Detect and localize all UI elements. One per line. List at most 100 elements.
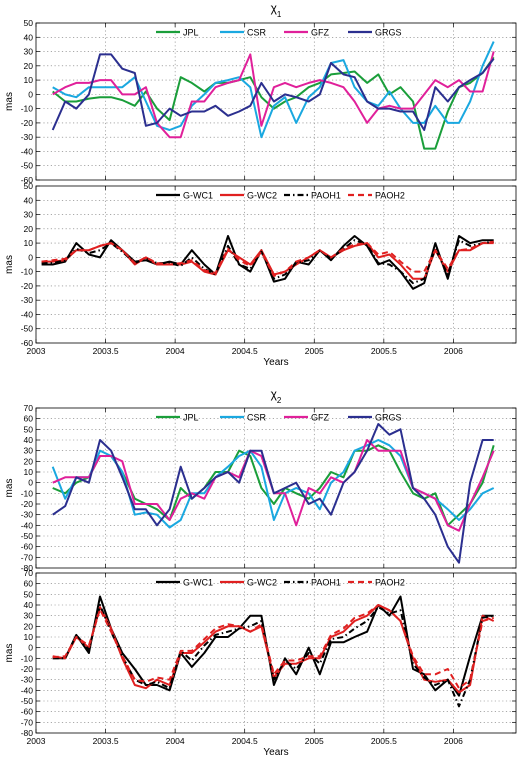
panel-title: χ1 (271, 1, 282, 19)
y-tick-label: -70 (21, 552, 34, 562)
x-tick-label: 2004.5 (232, 736, 258, 746)
legend-label: CSR (247, 413, 267, 423)
y-tick-label: 60 (24, 579, 34, 589)
y-tick-label: 30 (24, 611, 34, 621)
legend-label: G-WC1 (183, 578, 213, 588)
legend: JPL CSR GFZ GRGS (156, 413, 402, 423)
y-axis-label: mas (4, 255, 15, 274)
x-tick-label: 2005 (305, 346, 324, 356)
x-tick-label: 2004 (166, 346, 185, 356)
y-axis-label: mas (4, 92, 15, 111)
legend-label: PAOH1 (311, 191, 341, 201)
chart-panel-1: -60 -50 -40 -30 -20 -10 0 10 20 30 40 50 mas JPL CSR GF… (4, 18, 517, 185)
y-tick-label: 0 (28, 478, 33, 488)
series-line-csr (51, 439, 495, 529)
y-tick-label: 30 (24, 446, 34, 456)
y-tick-label: 0 (28, 252, 33, 262)
y-tick-label: -40 (21, 685, 34, 695)
x-tick-label: 2005 (305, 736, 324, 746)
y-tick-label: 50 (24, 589, 34, 599)
y-tick-label: -10 (21, 104, 34, 114)
y-tick-label: -40 (21, 520, 34, 530)
legend-label: GRGS (375, 28, 402, 38)
series-line-jpl (52, 444, 495, 527)
y-tick-label: -50 (21, 531, 34, 541)
x-tick-label: 2003 (27, 346, 46, 356)
legend-label: GFZ (311, 413, 329, 423)
y-axis-label: mas (4, 644, 15, 663)
y-tick-label: -30 (21, 295, 34, 305)
y-tick-label: -30 (21, 510, 34, 520)
x-axis-label: Years (263, 747, 288, 758)
y-tick-label: -80 (21, 563, 34, 573)
x-tick-label: 2004.5 (232, 346, 258, 356)
legend: G-WC1 G-WC2 PAOH1 PAOH2 (156, 578, 405, 588)
y-tick-label: -20 (21, 118, 34, 128)
panel-title: χ2 (271, 387, 282, 405)
y-tick-label: -40 (21, 146, 34, 156)
plot-frame (35, 22, 517, 181)
y-tick-label: 40 (24, 600, 34, 610)
series-line-paoh2 (52, 604, 494, 690)
y-tick-label: 10 (24, 75, 34, 85)
y-tick-label: 50 (24, 181, 34, 191)
y-tick-label: -70 (21, 717, 34, 727)
y-tick-label: -30 (21, 675, 34, 685)
legend: JPL CSR GFZ GRGS (156, 28, 402, 38)
series-line-jpl (52, 56, 495, 150)
legend-label: PAOH1 (311, 578, 341, 588)
y-tick-label: 20 (24, 224, 34, 234)
y-tick-label: -20 (21, 281, 34, 291)
legend-label: PAOH2 (375, 191, 405, 201)
legend-label: PAOH2 (375, 578, 405, 588)
x-tick-label: 2003.5 (93, 736, 119, 746)
x-axis-label: Years (263, 357, 288, 368)
y-tick-label: 50 (24, 424, 34, 434)
y-tick-label: -30 (21, 132, 34, 142)
y-tick-label: 40 (24, 435, 34, 445)
y-tick-label: -40 (21, 309, 34, 319)
x-tick-label: 2003 (27, 736, 46, 746)
legend-label: G-WC1 (183, 191, 213, 201)
series-line-grgs (51, 53, 495, 131)
y-tick-label: -20 (21, 499, 34, 509)
x-tick-label: 2003.5 (93, 346, 119, 356)
series-line-paoh2 (41, 240, 494, 277)
x-tick-label: 2005.5 (371, 736, 397, 746)
legend-label: JPL (183, 413, 199, 423)
y-tick-label: -60 (21, 542, 34, 552)
plot-frame (35, 572, 517, 734)
y-tick-label: -50 (21, 696, 34, 706)
y-tick-label: 0 (28, 89, 33, 99)
y-tick-label: 70 (24, 568, 34, 578)
y-tick-label: -50 (21, 324, 34, 334)
series-line-grgs (52, 423, 494, 564)
y-axis-label: mas (4, 479, 15, 498)
legend-label: GFZ (311, 28, 329, 38)
legend-label: GRGS (375, 413, 402, 423)
series-line-paoh1 (52, 604, 494, 708)
x-tick-label: 2006 (444, 346, 463, 356)
x-tick-label: 2005.5 (371, 346, 397, 356)
y-tick-label: 50 (24, 18, 34, 28)
y-tick-label: -20 (21, 664, 34, 674)
y-tick-label: -10 (21, 488, 34, 498)
legend-label: G-WC2 (247, 191, 277, 201)
legend-label: CSR (247, 28, 267, 38)
y-tick-label: -50 (21, 161, 34, 171)
y-tick-label: 10 (24, 632, 34, 642)
y-tick-label: 30 (24, 47, 34, 57)
plot-frame (35, 407, 517, 569)
x-tick-label: 2004 (166, 736, 185, 746)
y-tick-label: 70 (24, 403, 34, 413)
legend-label: JPL (183, 28, 199, 38)
y-tick-label: -60 (21, 175, 34, 185)
x-tick-label: 2006 (444, 736, 463, 746)
legend: G-WC1 G-WC2 PAOH1 PAOH2 (156, 191, 405, 201)
y-tick-label: 20 (24, 61, 34, 71)
y-tick-label: 40 (24, 195, 34, 205)
y-tick-label: 60 (24, 414, 34, 424)
y-tick-label: -80 (21, 728, 34, 738)
